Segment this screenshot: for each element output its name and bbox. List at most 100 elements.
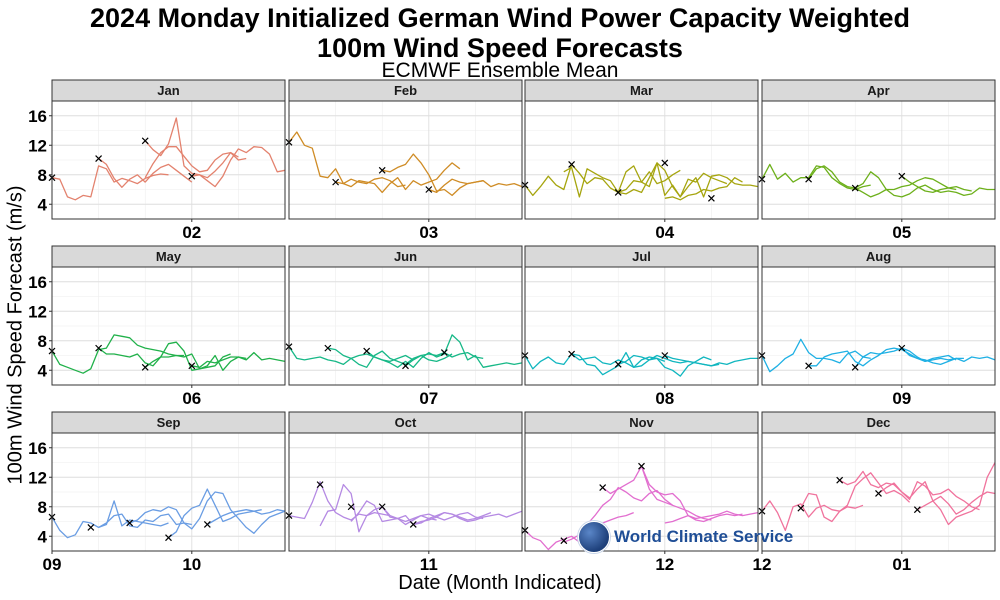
forecast-series-line [524, 163, 681, 197]
forecast-series-line [761, 338, 871, 373]
initialization-marker [599, 484, 607, 491]
initialization-marker [440, 349, 448, 356]
forecast-series-line [191, 356, 247, 368]
x-tick-label: 09 [892, 389, 911, 408]
facet-strip-label: Apr [867, 83, 889, 98]
facet-panel-border [524, 100, 759, 220]
initialization-marker [324, 344, 332, 352]
y-tick-label: 12 [28, 468, 47, 487]
initialization-marker [875, 490, 882, 497]
initialization-marker [203, 521, 211, 528]
x-tick-label: 03 [419, 223, 438, 242]
forecast-series-line [98, 513, 192, 529]
initialization-marker [614, 189, 622, 196]
forecast-series-line [617, 162, 728, 198]
forecast-series-line [98, 157, 193, 188]
y-tick-label: 4 [38, 361, 48, 380]
facet-panel-border [761, 266, 996, 386]
facet-strip-label: Sep [157, 415, 181, 430]
chart-title-line-1: 2024 Monday Initialized German Wind Powe… [90, 3, 910, 33]
initialization-marker [568, 161, 576, 168]
watermark-logo: World Climate Service [578, 521, 794, 553]
forecast-series-line [878, 481, 980, 511]
forecast-series-line [319, 483, 437, 533]
forecast-series-line [98, 341, 231, 371]
forecast-series-line [664, 513, 743, 524]
facet-strip-label: Jun [394, 249, 417, 264]
facet-strip-label: Oct [395, 415, 417, 430]
initialization-marker [851, 184, 859, 192]
forecast-series-line [854, 177, 957, 198]
forecast-series-line [640, 465, 712, 521]
y-tick-label: 16 [28, 107, 47, 126]
initialization-marker [316, 481, 324, 489]
facet-strip-label: Jan [157, 83, 179, 98]
forecast-series-line [144, 117, 239, 179]
forecast-series-line [335, 162, 461, 194]
initialization-marker [378, 503, 386, 511]
initialization-marker [560, 537, 568, 545]
forecast-series-line [571, 351, 712, 377]
forecast-series-line [327, 347, 453, 368]
facet-panel-border [761, 100, 996, 220]
forecast-series-line [288, 131, 406, 188]
forecast-series-line [206, 509, 286, 526]
facet-panel-border [288, 100, 523, 220]
y-tick-label: 12 [28, 136, 47, 155]
forecast-series-line [381, 506, 484, 523]
x-tick-label: 02 [182, 223, 201, 242]
forecast-series-line [288, 481, 391, 521]
y-tick-label: 8 [38, 498, 47, 517]
initialization-marker [614, 360, 622, 368]
x-tick-label: 12 [753, 555, 772, 574]
initialization-marker [851, 363, 859, 371]
initialization-marker [707, 194, 715, 202]
facet-panel-border [51, 100, 286, 220]
forecast-series-line [428, 178, 484, 194]
x-tick-label: 08 [655, 389, 674, 408]
forecast-series-line [51, 334, 184, 374]
forecast-series-line [144, 351, 286, 371]
forecast-series-line [51, 500, 169, 539]
x-tick-label: 04 [655, 223, 674, 242]
forecast-series-line [602, 465, 759, 520]
initialization-marker [898, 344, 906, 352]
y-tick-label: 8 [38, 166, 47, 185]
forecast-series-line [191, 146, 286, 188]
initialization-marker [661, 352, 669, 359]
x-tick-label: 01 [892, 555, 911, 574]
x-tick-label: 10 [182, 555, 201, 574]
forecast-series-line [808, 347, 957, 367]
forecast-series-line [524, 353, 666, 370]
watermark-text: World Climate Service [614, 527, 794, 546]
initialization-marker [425, 186, 433, 193]
initialization-marker [95, 155, 103, 162]
facet-strip-label: Mar [630, 83, 653, 98]
forecast-series-line [901, 347, 964, 363]
x-tick-label: 05 [892, 223, 911, 242]
y-axis-label: 100m Wind Speed Forecast (m/s) [4, 185, 27, 485]
initialization-marker [188, 362, 196, 370]
forecast-series-line [800, 472, 911, 523]
x-tick-label: 07 [419, 389, 438, 408]
chart-title-line-2: 100m Wind Speed Forecasts [317, 33, 683, 63]
globe-icon [578, 521, 610, 553]
y-tick-label: 4 [38, 527, 48, 546]
forecast-series-line [916, 491, 996, 515]
forecast-series-line [761, 500, 864, 532]
x-tick-label: 06 [182, 389, 201, 408]
facet-panel-border [51, 266, 286, 386]
initialization-marker [347, 503, 355, 511]
facet-strip-label: Aug [866, 249, 891, 264]
facet-panel-border [524, 266, 759, 386]
forecast-series-line [382, 153, 523, 197]
facet-panel-border [288, 432, 523, 552]
facet-strip-label: Dec [867, 415, 891, 430]
initialization-marker [913, 506, 921, 514]
initialization-marker [95, 344, 103, 352]
forecast-series-line [168, 488, 262, 539]
x-tick-label: 09 [43, 555, 62, 574]
facet-panel-border [288, 266, 523, 386]
initialization-marker [836, 476, 844, 484]
forecast-series-line [854, 347, 996, 368]
